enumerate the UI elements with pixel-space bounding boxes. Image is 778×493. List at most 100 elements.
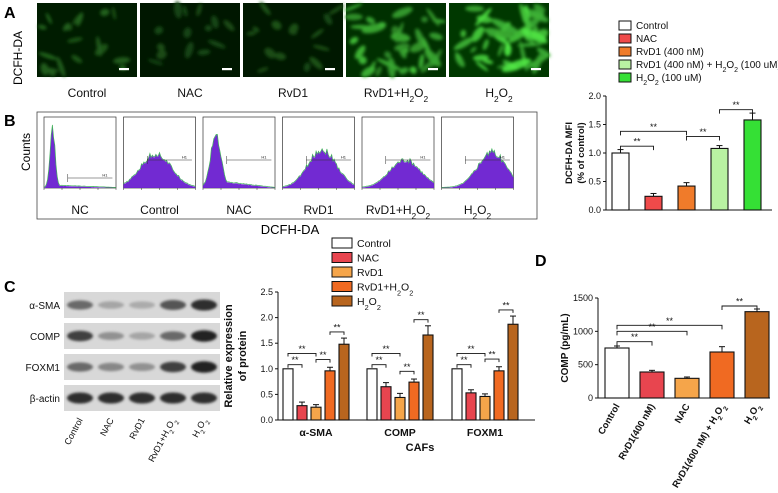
cell-shape	[497, 43, 504, 57]
bar	[408, 381, 420, 421]
significance-bracket	[371, 352, 401, 357]
significance-label: **	[319, 350, 327, 360]
histogram-label: NC	[71, 203, 89, 217]
histogram-edge	[441, 147, 514, 188]
y-tick-label: 0.5	[588, 177, 601, 187]
blot-band	[67, 362, 93, 372]
cell-shape	[349, 36, 359, 45]
cell-shape	[311, 28, 324, 39]
cell-shape	[536, 47, 551, 58]
cell-shape	[196, 3, 202, 17]
blot-band	[191, 392, 217, 404]
bar	[479, 395, 491, 421]
y-tick-label: 1.0	[588, 148, 601, 158]
panel-b-letter: B	[4, 113, 16, 130]
significance-bracket	[287, 352, 317, 357]
blot-bands	[67, 392, 217, 404]
panel-b-frame	[36, 111, 538, 220]
blot-band	[67, 330, 93, 342]
histogram-fill	[441, 149, 514, 188]
lane-label: H2O2	[190, 416, 212, 441]
cell-shape	[204, 24, 212, 32]
category-label: FOXM1	[467, 427, 503, 439]
bar	[639, 371, 665, 399]
significance-bracket	[616, 341, 653, 346]
cell-shape	[475, 7, 492, 27]
significance-label: **	[291, 355, 299, 365]
cell-shape	[71, 54, 83, 64]
cell-shape	[350, 24, 372, 30]
cell-shape	[183, 27, 192, 39]
legend-label: H2O2	[357, 296, 381, 312]
legend-label: RvD1 (400 nM)	[636, 47, 704, 58]
category-label: NAC	[673, 402, 693, 425]
legend-label: RvD1+H2O2	[357, 282, 413, 298]
cell-shape	[252, 26, 260, 33]
cell-shape	[420, 60, 433, 73]
blot-band	[98, 301, 124, 309]
bar	[465, 392, 477, 421]
cell-shape	[501, 58, 532, 73]
cell-shape	[309, 56, 323, 70]
bar	[709, 351, 735, 399]
cell-shape	[343, 3, 363, 12]
cell-shape	[482, 39, 489, 51]
cell-shape	[365, 16, 376, 24]
cell-shape	[182, 5, 188, 17]
category-label: α-SMA	[299, 427, 333, 439]
bar	[324, 370, 336, 421]
legend-swatch	[618, 72, 632, 83]
cell-shape	[409, 66, 417, 74]
bar	[422, 334, 434, 421]
legend-label: Control	[357, 238, 391, 250]
panel-a-row-label: DCFH-DA	[11, 31, 25, 85]
blot-band	[191, 361, 217, 373]
significance-label: **	[375, 355, 383, 365]
cell-shape	[508, 24, 534, 43]
significance-label: **	[333, 322, 341, 332]
cell-shape	[470, 46, 477, 53]
cell-shape	[264, 47, 276, 59]
significance-bracket	[620, 130, 687, 136]
cell-shape	[429, 32, 443, 41]
y-tick-label: 1500	[573, 293, 593, 303]
cell-shape	[533, 3, 546, 13]
cell-shape	[358, 56, 367, 65]
histogram-fill	[203, 135, 275, 188]
significance-label: **	[467, 344, 475, 354]
blot-band	[129, 332, 155, 340]
cell-shape	[421, 16, 428, 23]
histogram-label: Control	[140, 203, 179, 217]
cell-shape	[378, 22, 387, 27]
significance-bracket	[315, 359, 331, 363]
cell-shape	[516, 42, 543, 47]
significance-label: **	[502, 300, 510, 310]
y-axis-label: COMP (pg/mL)	[560, 313, 571, 382]
gate-label: H1	[102, 173, 108, 178]
y-tick-label: 2.0	[260, 313, 273, 323]
micrograph-label: H2O2	[485, 86, 513, 104]
cell-shape	[112, 6, 116, 20]
blot-label: β-actin	[30, 394, 60, 405]
significance-label: **	[666, 316, 674, 326]
significance-bracket	[399, 370, 415, 375]
cell-shape	[487, 27, 496, 38]
category-label: H2O2	[742, 402, 765, 428]
y-axis-label: (% of control)	[576, 122, 587, 183]
micrograph-cells	[37, 6, 131, 77]
cell-shape	[390, 32, 411, 42]
y-tick-label: 2.5	[260, 287, 273, 297]
bar	[744, 311, 770, 399]
y-axis-label: DCFH-DA MFI	[564, 122, 575, 184]
histogram-label: NAC	[226, 203, 252, 217]
cell-shape	[394, 43, 410, 51]
significance-label: **	[460, 355, 468, 365]
significance-bracket	[371, 364, 387, 368]
panel-a-letter: A	[4, 5, 16, 22]
category-label: Control	[596, 402, 622, 437]
blot-label: FOXM1	[26, 363, 61, 374]
y-tick-label: 0.0	[260, 415, 273, 425]
blot-band	[129, 392, 155, 404]
panel-a-micrographs: Control NAC RvD1 RvD1+H2O2 H2O2	[37, 1, 551, 104]
blot-bands	[67, 361, 217, 373]
